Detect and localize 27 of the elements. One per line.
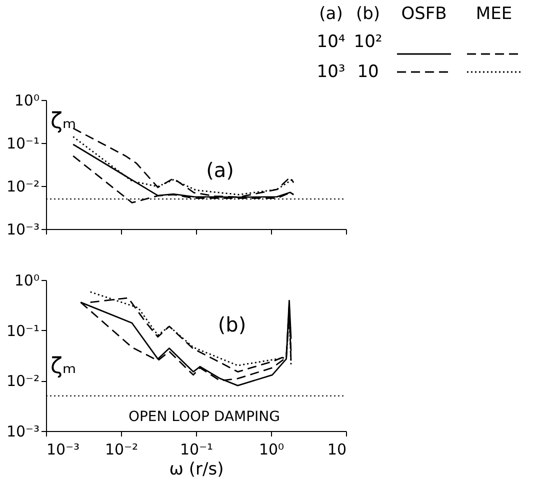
y-tick-label: 10⁻¹ [6,322,40,340]
ref-line-label: OPEN LOOP DAMPING [128,408,280,425]
x-axis-title: ω (r/s) [169,460,224,480]
x-tick-label: 10⁻³ [46,440,80,458]
x-tick-label: 10 [327,440,346,458]
y-tick-label: 10⁰ [14,272,40,290]
text: MEE [476,4,512,24]
text: 10⁴ [316,32,346,52]
y-tick-label: 10⁻³ [6,422,40,440]
annotation: (b) [218,312,246,336]
text: 10² [354,32,382,52]
x-tick-label: 10⁰ [258,440,284,458]
y-tick-label: 10⁻¹ [6,134,40,152]
text: (a) [319,4,343,24]
y-axis-title: ζₘ [50,108,76,134]
y-axis-title: ζₘ [50,354,76,379]
y-tick-label: 10⁻² [6,178,40,196]
text: OSFB [401,4,447,24]
annotation: (a) [206,158,234,182]
text: (b) [356,4,380,24]
x-tick-label: 10⁻² [104,440,138,458]
y-tick-label: 10⁻² [6,372,40,390]
y-tick-label: 10⁰ [14,92,40,110]
text: 10³ [316,62,346,82]
text: 10 [357,62,379,82]
x-tick-label: 10⁻¹ [180,440,214,458]
y-tick-label: 10⁻³ [6,220,40,238]
